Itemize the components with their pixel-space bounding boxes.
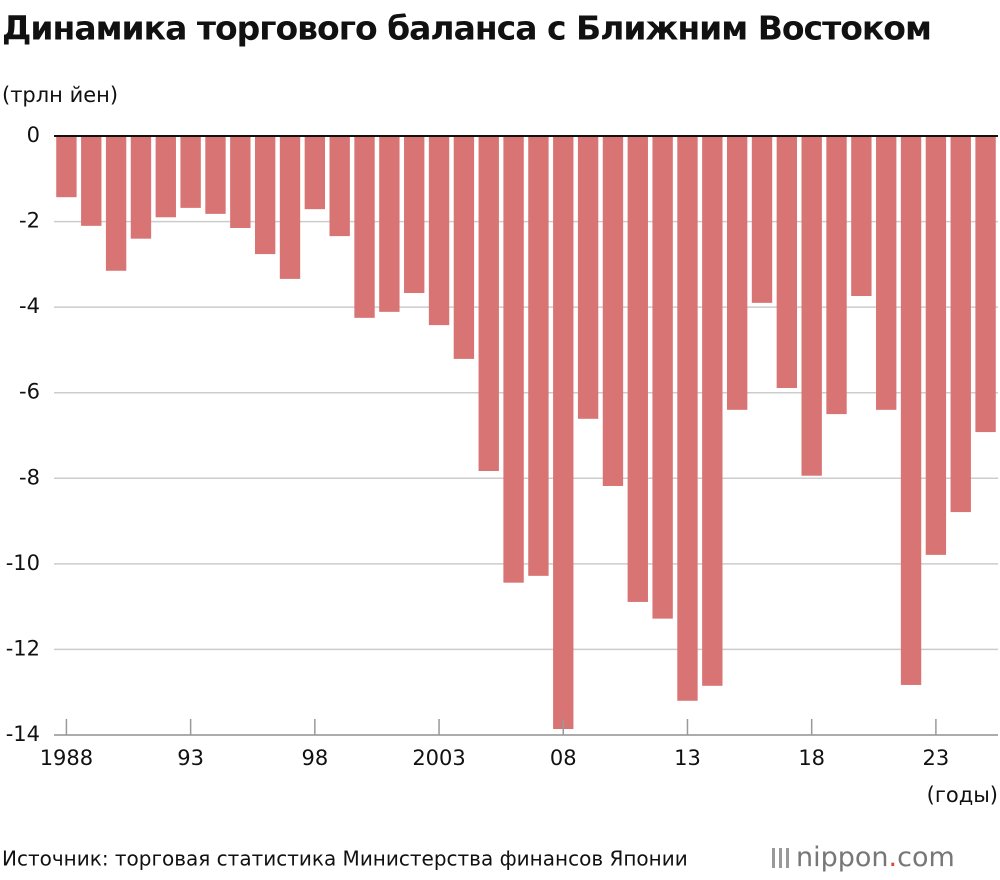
logo-icon: [779, 848, 782, 868]
bar: [81, 136, 102, 226]
bar: [602, 136, 624, 486]
bar: [155, 136, 176, 218]
bar: [304, 136, 326, 210]
y-tick-label: -12: [6, 636, 40, 660]
bar: [404, 136, 425, 294]
y-tick-label: -4: [19, 294, 40, 318]
x-tick-label: 23: [923, 746, 950, 770]
bar: [801, 136, 822, 476]
bar: [180, 136, 201, 208]
bar: [677, 136, 698, 701]
bar: [230, 136, 251, 228]
y-tick-label: -8: [19, 465, 40, 489]
bar: [900, 136, 922, 685]
bar: [105, 136, 127, 271]
y-tick-label: -6: [19, 380, 40, 404]
x-tick-label: 98: [301, 746, 328, 770]
logo-icon: [786, 848, 789, 868]
y-axis-label: (трлн йен): [2, 83, 118, 107]
source: Источник: торговая статистика Министерст…: [2, 847, 688, 871]
x-tick-label: 18: [798, 746, 825, 770]
y-tick-label: -2: [19, 209, 40, 233]
bar: [702, 136, 723, 686]
bar: [726, 136, 748, 410]
bar: [130, 136, 152, 239]
y-tick-label: -14: [6, 722, 40, 746]
bar: [503, 136, 524, 583]
bar: [329, 136, 350, 237]
logo: nippon.com: [772, 842, 955, 873]
x-axis-label: (годы): [927, 783, 998, 807]
x-tick-label: 13: [674, 746, 701, 770]
x-tick-label: 2003: [412, 746, 465, 770]
bar: [950, 136, 971, 513]
x-tick-label: 1988: [40, 746, 93, 770]
svg-text:nippon.com: nippon.com: [796, 842, 955, 873]
bar: [528, 136, 549, 576]
y-tick-label: -10: [6, 551, 40, 575]
bar: [577, 136, 599, 419]
bar: [279, 136, 301, 279]
bar: [851, 136, 872, 297]
bar: [354, 136, 375, 318]
chart-title: Динамика торгового баланса с Ближним Вос…: [2, 9, 931, 48]
y-tick-label: 0: [27, 123, 40, 147]
bar: [56, 136, 77, 198]
logo-icon: [772, 848, 775, 868]
bar: [652, 136, 673, 619]
bar: [453, 136, 475, 359]
bar: [254, 136, 276, 255]
bar: [776, 136, 798, 389]
bar: [205, 136, 226, 214]
bar: [751, 136, 773, 303]
bar: [627, 136, 648, 602]
bar: [826, 136, 847, 415]
bar: [876, 136, 897, 410]
bar: [428, 136, 450, 326]
bar: [379, 136, 400, 312]
x-tick-label: 08: [550, 746, 577, 770]
logo-dot: .: [889, 842, 898, 873]
bar: [975, 136, 996, 433]
logo-name: nippon: [796, 842, 889, 873]
bar: [925, 136, 947, 555]
bar: [478, 136, 499, 472]
x-tick-label: 93: [177, 746, 204, 770]
logo-suffix: com: [897, 842, 955, 873]
bar: [553, 136, 574, 730]
